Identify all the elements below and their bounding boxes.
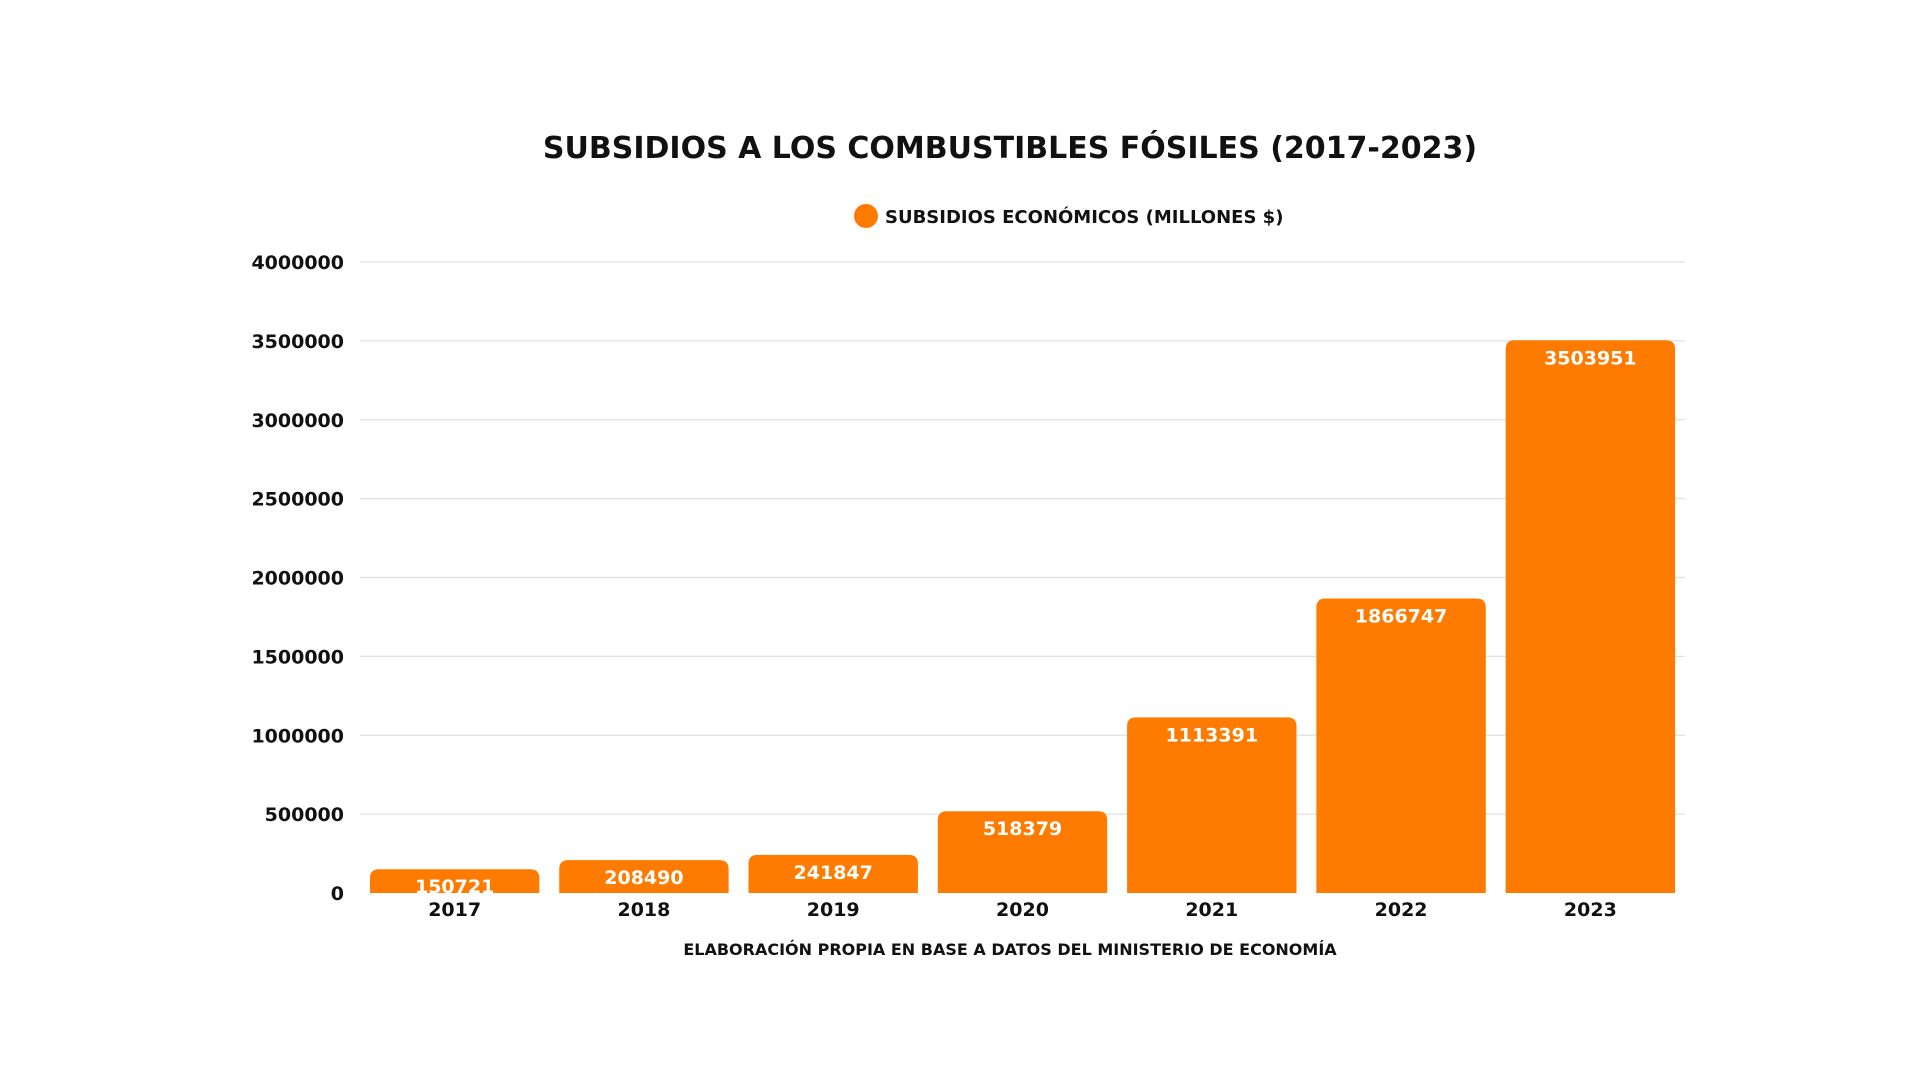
bars [369, 340, 1676, 894]
x-tick-label: 2022 [1375, 899, 1428, 921]
y-axis-ticks: 0 500000 1000000 1500000 2000000 2500000 30000… [251, 252, 344, 905]
x-tick-label: 2023 [1564, 899, 1617, 921]
bar-2018 [559, 860, 729, 893]
legend-swatch [854, 204, 878, 228]
bar-2021 [1127, 717, 1297, 893]
x-axis-ticks: 2017 2018 2019 2020 2021 2022 2023 [428, 899, 1617, 921]
x-tick-label: 2017 [428, 899, 481, 921]
y-tick-label: 1500000 [251, 646, 344, 668]
y-tick-label: 2500000 [251, 489, 344, 511]
legend-label: SUBSIDIOS ECONÓMICOS (MILLONES $) [885, 206, 1283, 228]
data-label-2019: 241847 [794, 862, 873, 884]
y-tick-label: 2000000 [251, 568, 344, 590]
chart-title: SUBSIDIOS A LOS COMBUSTIBLES FÓSILES (20… [543, 129, 1477, 166]
y-tick-label: 3500000 [251, 331, 344, 353]
x-tick-label: 2019 [807, 899, 860, 921]
data-label-2023: 3503951 [1544, 347, 1637, 369]
data-label-2018: 208490 [604, 867, 683, 889]
data-label-2017: 150721 [415, 876, 494, 898]
y-tick-label: 1000000 [251, 725, 344, 747]
bar-2019 [748, 854, 918, 893]
y-tick-label: 0 [331, 883, 344, 905]
data-label-2022: 1866747 [1355, 606, 1448, 628]
gridlines [360, 261, 1685, 815]
x-tick-label: 2021 [1185, 899, 1238, 921]
data-label-2021: 1113391 [1166, 724, 1259, 746]
y-tick-label: 500000 [265, 804, 344, 826]
bar-2022 [1316, 598, 1486, 893]
x-tick-label: 2020 [996, 899, 1049, 921]
data-label-2020: 518379 [983, 818, 1062, 840]
bar-2017 [369, 869, 540, 893]
data-labels: 150721 208490 241847 518379 1113391 1866747 35… [415, 347, 1637, 898]
bar-2023 [1505, 340, 1676, 894]
bar-2020 [937, 811, 1108, 893]
source-note: ELABORACIÓN PROPIA EN BASE A DATOS DEL M… [683, 940, 1337, 959]
legend: SUBSIDIOS ECONÓMICOS (MILLONES $) [854, 204, 1283, 228]
x-tick-label: 2018 [617, 899, 670, 921]
y-tick-label: 3000000 [251, 410, 344, 432]
y-tick-label: 4000000 [251, 252, 344, 274]
